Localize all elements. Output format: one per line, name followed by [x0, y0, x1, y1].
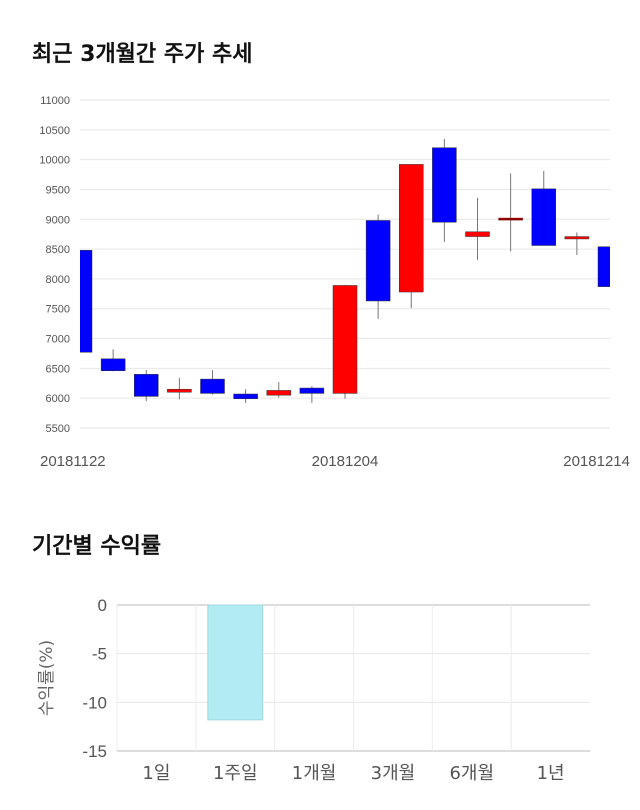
- y-tick-label: 10500: [39, 125, 70, 137]
- candle-body: [531, 188, 556, 246]
- return-bar: [207, 604, 264, 721]
- candle-body: [100, 358, 126, 371]
- y-tick-label: 9500: [46, 184, 70, 196]
- y-axis-label: 수익률(%): [37, 640, 57, 716]
- y-tick-label: -15: [82, 742, 107, 761]
- y-tick-label: 6500: [46, 363, 70, 375]
- candle-body: [266, 390, 291, 396]
- candle-body: [134, 374, 159, 397]
- y-tick-label: 11000: [40, 95, 70, 107]
- y-tick-label: 0: [98, 596, 107, 615]
- returns-heading: 기간별 수익률: [32, 534, 162, 559]
- candle-body: [498, 217, 523, 221]
- candles-group: [80, 138, 610, 403]
- x-tick-label: 1일: [142, 763, 170, 784]
- y-tick-label: 7500: [46, 304, 70, 316]
- candle-body: [399, 164, 424, 293]
- x-tick-label: 20181214: [563, 453, 630, 470]
- candle-body: [564, 236, 590, 240]
- candle-body: [167, 388, 192, 393]
- candle-body: [597, 246, 610, 287]
- y-tick-label: 5500: [46, 423, 70, 435]
- candle-body: [332, 285, 358, 394]
- x-tick-label: 1주일: [213, 763, 258, 784]
- candle-body: [465, 231, 490, 237]
- y-tick-label: 8000: [46, 274, 70, 286]
- candle-body: [365, 220, 391, 302]
- y-tick-label: 10000: [39, 155, 70, 167]
- y-tick-label: 7000: [46, 334, 70, 346]
- x-tick-label: 1개월: [292, 763, 337, 784]
- candle-body: [233, 393, 258, 400]
- y-tick-label: 9000: [46, 214, 70, 226]
- x-tick-label: 20181204: [312, 453, 379, 470]
- x-tick-label: 1년: [537, 763, 565, 784]
- y-tick-label: -10: [82, 693, 107, 712]
- y-tick-label: 6000: [46, 393, 70, 405]
- candle-body: [299, 387, 325, 394]
- x-tick-label: 20181122: [40, 453, 106, 470]
- candlestick-chart: 11000 10500 10000 9500 9000 8500 8000 7500 7000 6…: [39, 95, 630, 470]
- candle-body: [200, 378, 225, 394]
- x-tick-label: 3개월: [371, 763, 416, 784]
- y-tick-label: 8500: [46, 244, 70, 256]
- returns-bar-chart: 0 -5 -10 -15 1일 1주일 1개월 3개월 6개월 1년 수익률(%): [37, 596, 590, 784]
- price-trend-heading: 최근 3개월간 주가 추세: [32, 42, 253, 67]
- x-tick-label: 6개월: [449, 763, 494, 784]
- y-tick-label: -5: [92, 645, 107, 664]
- candle-body: [432, 147, 457, 223]
- candle-body: [80, 250, 93, 353]
